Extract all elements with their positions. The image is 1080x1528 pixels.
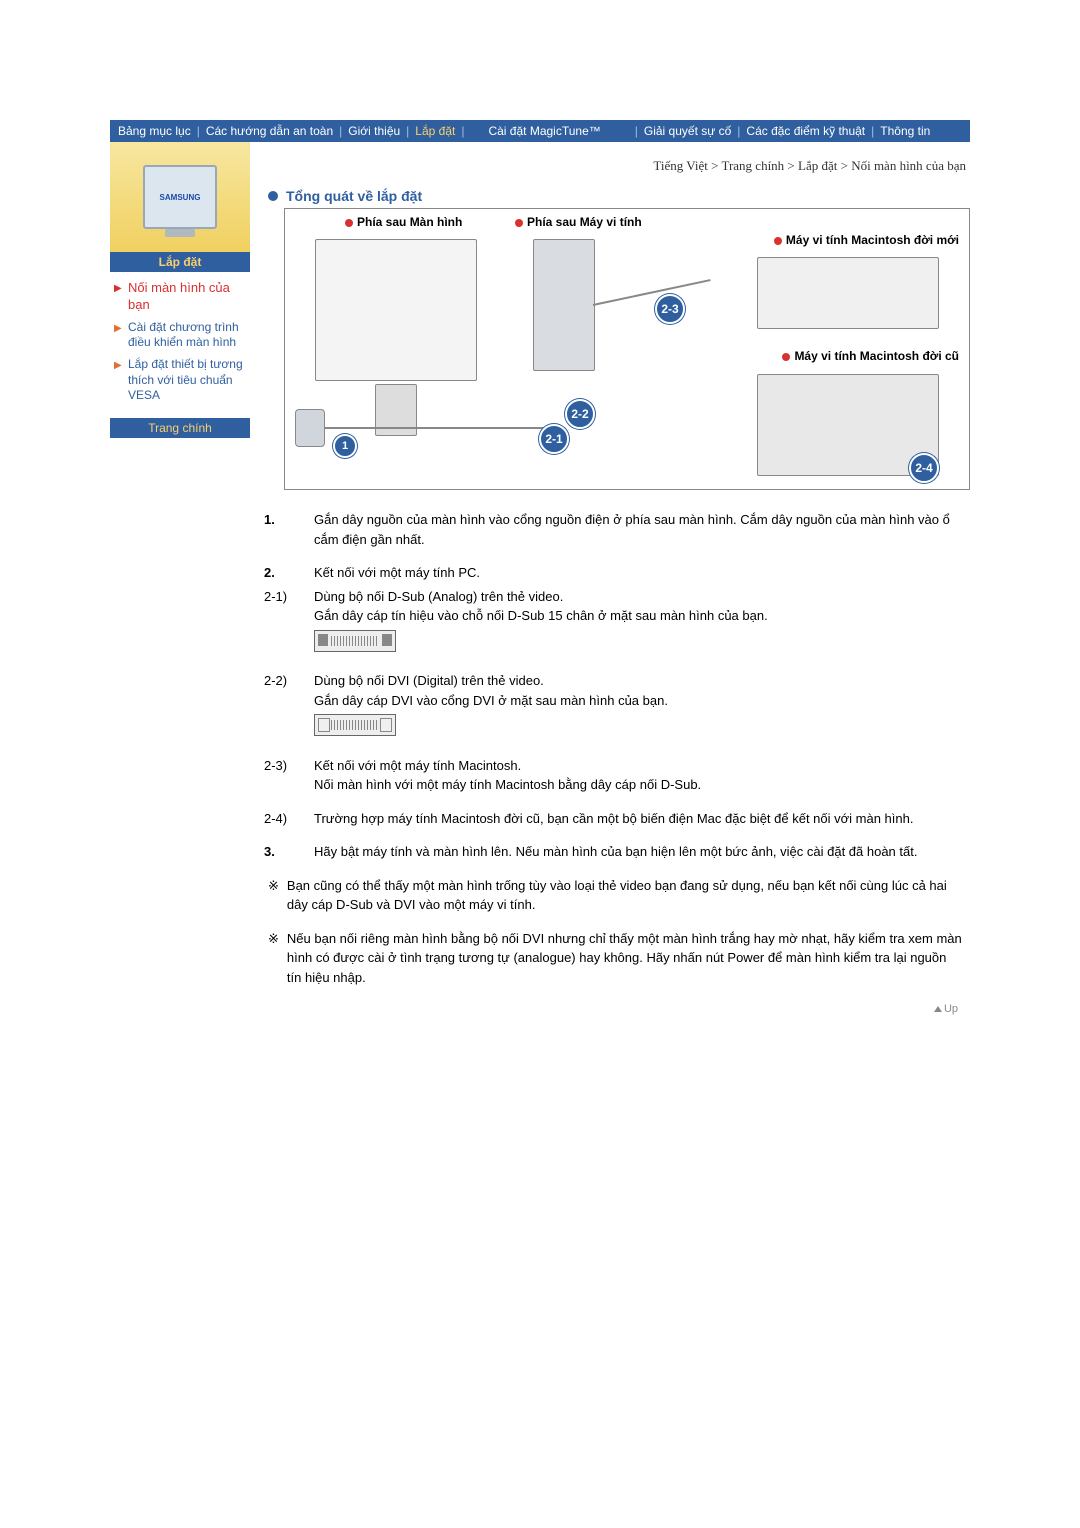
instructions: 1. Gắn dây nguồn của màn hình vào cổng n… xyxy=(264,502,970,1018)
instruction-number: 1. xyxy=(264,510,296,549)
instruction-row: 2-3) Kết nối với một máy tính Macintosh.… xyxy=(264,756,964,795)
instruction-row: 2-4) Trường hợp máy tính Macintosh đời c… xyxy=(264,809,964,829)
body-wrap: SAMSUNG Lắp đặt ▶ Nối màn hình của bạn ▶… xyxy=(110,142,970,1018)
diagram-mac-new xyxy=(757,257,939,329)
instruction-text: Dùng bộ nối D-Sub (Analog) trên thẻ vide… xyxy=(314,589,768,624)
instruction-text: Trường hợp máy tính Macintosh đời cũ, bạ… xyxy=(314,809,964,829)
instruction-number: 2. xyxy=(264,563,296,583)
sidebar-link[interactable]: Cài đặt chương trình điều khiển màn hình xyxy=(128,320,248,351)
diagram-plug xyxy=(295,409,325,447)
diagram-cable xyxy=(593,279,711,306)
nav-item[interactable]: Bảng mục lục xyxy=(118,124,191,138)
diagram-badge: 2-2 xyxy=(565,399,595,429)
install-diagram: Phía sau Màn hình Phía sau Máy vi tính M… xyxy=(284,208,970,490)
diagram-monitor xyxy=(315,239,477,381)
nav-item[interactable]: Giải quyết sự cố xyxy=(644,124,731,138)
nav-sep: | xyxy=(461,124,464,138)
diagram-badge: 2-1 xyxy=(539,424,569,454)
instruction-text: Kết nối với một máy tính Macintosh. Nối … xyxy=(314,756,964,795)
up-label: Up xyxy=(944,1003,958,1015)
note-text: Bạn cũng có thể thấy một màn hình trống … xyxy=(287,876,964,915)
diagram-pc xyxy=(533,239,595,371)
monitor-icon: SAMSUNG xyxy=(143,165,217,229)
logo-box: SAMSUNG xyxy=(110,142,250,252)
arrow-icon: ▶ xyxy=(114,322,124,335)
page: Bảng mục lục | Các hướng dẫn an toàn | Giớ… xyxy=(0,0,1080,1418)
instruction-row: 2-2) Dùng bộ nối DVI (Digital) trên thẻ … xyxy=(264,671,964,742)
nav-item-active[interactable]: Lắp đặt xyxy=(415,124,455,138)
dot-icon xyxy=(782,353,790,361)
nav-sep: | xyxy=(406,124,409,138)
dvi-connector-icon xyxy=(314,714,396,736)
instruction-row: 2-1) Dùng bộ nối D-Sub (Analog) trên thẻ… xyxy=(264,587,964,658)
dot-icon xyxy=(345,219,353,227)
instruction-number: 2-2) xyxy=(264,671,296,742)
bullet-icon xyxy=(268,191,278,201)
instruction-number: 2-1) xyxy=(264,587,296,658)
instruction-row: 1. Gắn dây nguồn của màn hình vào cổng n… xyxy=(264,510,964,549)
diagram-cable xyxy=(325,427,425,429)
up-arrow-icon xyxy=(934,1006,942,1012)
dot-icon xyxy=(774,237,782,245)
instruction-number: 3. xyxy=(264,842,296,862)
note-row: ※ Bạn cũng có thể thấy một màn hình trốn… xyxy=(264,876,964,915)
note-symbol: ※ xyxy=(268,929,279,988)
section-title: Tổng quát về lắp đặt xyxy=(264,188,970,204)
instruction-text: Hãy bật máy tính và màn hình lên. Nếu mà… xyxy=(314,842,964,862)
nav-sep: | xyxy=(871,124,874,138)
sidebar-title: Lắp đặt xyxy=(110,252,250,272)
nav-sep: | xyxy=(197,124,200,138)
up-link[interactable]: Up xyxy=(264,1001,964,1018)
nav-item[interactable]: Giới thiệu xyxy=(348,124,400,138)
arrow-icon: ▶ xyxy=(114,282,124,295)
instruction-row: 2. Kết nối với một máy tính PC. xyxy=(264,563,964,583)
logo-text: SAMSUNG xyxy=(160,193,201,202)
note-text: Nếu bạn nối riêng màn hình bằng bộ nối D… xyxy=(287,929,964,988)
nav-sep: | xyxy=(737,124,740,138)
sidebar-home[interactable]: Trang chính xyxy=(110,418,250,438)
instruction-text: Dùng bộ nối DVI (Digital) trên thẻ video… xyxy=(314,673,668,708)
diagram-label: Phía sau Máy vi tính xyxy=(515,215,642,229)
nav-item[interactable]: Cài đặt MagicTune™ xyxy=(488,124,600,138)
sidebar-item[interactable]: ▶ Lắp đặt thiết bị tương thích với tiêu … xyxy=(110,355,250,408)
sidebar-link[interactable]: Lắp đặt thiết bị tương thích với tiêu ch… xyxy=(128,357,248,404)
sidebar-link[interactable]: Nối màn hình của bạn xyxy=(128,280,248,314)
arrow-icon: ▶ xyxy=(114,359,124,372)
sidebar-item-current[interactable]: ▶ Nối màn hình của bạn xyxy=(110,278,250,318)
diagram-label: Máy vi tính Macintosh đời cũ xyxy=(782,349,959,363)
nav-item[interactable]: Các đặc điểm kỹ thuật xyxy=(746,124,865,138)
nav-item[interactable]: Các hướng dẫn an toàn xyxy=(206,124,333,138)
diagram-label: Phía sau Màn hình xyxy=(345,215,462,229)
instruction-body: Dùng bộ nối DVI (Digital) trên thẻ video… xyxy=(314,671,964,742)
note-row: ※ Nếu bạn nối riêng màn hình bằng bộ nối… xyxy=(264,929,964,988)
instruction-number: 2-3) xyxy=(264,756,296,795)
diagram-badge: 2-3 xyxy=(655,294,685,324)
sidebar: SAMSUNG Lắp đặt ▶ Nối màn hình của bạn ▶… xyxy=(110,142,250,438)
instruction-number: 2-4) xyxy=(264,809,296,829)
diagram-badge: 1 xyxy=(333,434,357,458)
top-nav: Bảng mục lục | Các hướng dẫn an toàn | Giớ… xyxy=(110,120,970,142)
instruction-body: Dùng bộ nối D-Sub (Analog) trên thẻ vide… xyxy=(314,587,964,658)
sidebar-list: ▶ Nối màn hình của bạn ▶ Cài đặt chương … xyxy=(110,278,250,408)
note-symbol: ※ xyxy=(268,876,279,915)
diagram-label: Máy vi tính Macintosh đời mới xyxy=(774,233,959,247)
instruction-row: 3. Hãy bật máy tính và màn hình lên. Nếu… xyxy=(264,842,964,862)
container: Bảng mục lục | Các hướng dẫn an toàn | Giớ… xyxy=(110,120,970,1018)
instruction-text: Gắn dây nguồn của màn hình vào cổng nguồ… xyxy=(314,510,964,549)
section-title-text: Tổng quát về lắp đặt xyxy=(286,188,422,204)
main-content: Tiếng Việt > Trang chính > Lắp đặt > Nối… xyxy=(250,142,970,1018)
dsub-connector-icon xyxy=(314,630,396,652)
nav-item[interactable]: Thông tin xyxy=(880,124,930,138)
nav-sep: | xyxy=(339,124,342,138)
nav-sep: | xyxy=(635,124,638,138)
dot-icon xyxy=(515,219,523,227)
instruction-text: Kết nối với một máy tính PC. xyxy=(314,563,964,583)
sidebar-item[interactable]: ▶ Cài đặt chương trình điều khiển màn hì… xyxy=(110,318,250,355)
breadcrumb: Tiếng Việt > Trang chính > Lắp đặt > Nối… xyxy=(264,152,970,188)
diagram-badge: 2-4 xyxy=(909,453,939,483)
